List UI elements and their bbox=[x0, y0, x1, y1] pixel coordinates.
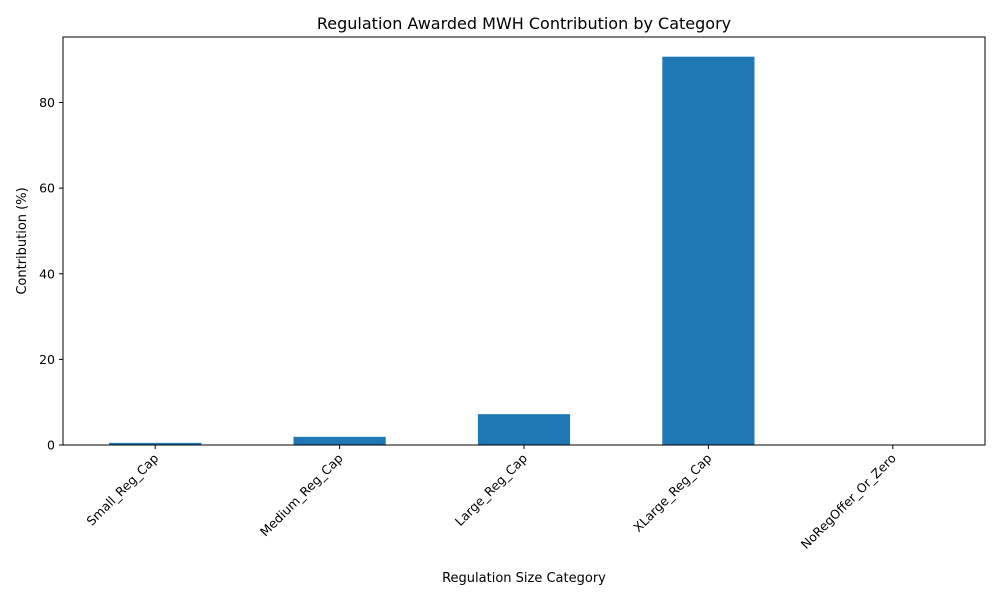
bar-XLarge_Reg_Cap bbox=[662, 56, 755, 445]
x-tick-label: Small_Reg_Cap bbox=[83, 450, 161, 528]
bars-group bbox=[109, 56, 755, 445]
y-tick-label: 40 bbox=[39, 266, 55, 281]
plot-frame bbox=[62, 36, 986, 446]
y-tick-label: 0 bbox=[47, 438, 55, 453]
bar-Medium_Reg_Cap bbox=[293, 436, 386, 445]
chart-title: Regulation Awarded MWH Contribution by C… bbox=[317, 14, 731, 33]
y-tick-label: 80 bbox=[39, 95, 55, 110]
bar-Large_Reg_Cap bbox=[477, 414, 571, 445]
y-tick-label: 60 bbox=[39, 181, 55, 196]
bar-Small_Reg_Cap bbox=[109, 442, 202, 445]
x-tick-label: Large_Reg_Cap bbox=[452, 450, 530, 528]
x-tick-label: Medium_Reg_Cap bbox=[257, 450, 346, 539]
x-tick-label: XLarge_Reg_Cap bbox=[630, 450, 714, 534]
x-axis-label: Regulation Size Category bbox=[442, 571, 606, 586]
x-tick-label: NoRegOffer_Or_Zero bbox=[798, 451, 899, 552]
axes-group: Small_Reg_Cap Medium_Reg_Cap Large_Reg_Cap… bbox=[39, 36, 986, 552]
y-tick-label: 20 bbox=[39, 352, 55, 367]
y-axis-label: Contribution (%) bbox=[15, 187, 30, 294]
